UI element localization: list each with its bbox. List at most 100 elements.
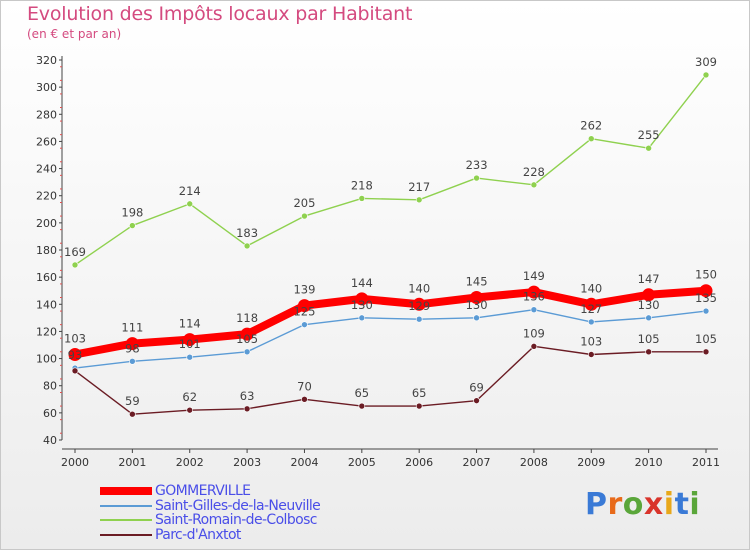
logo-letter: i (689, 487, 701, 522)
data-label: 69 (469, 381, 484, 395)
data-label: 136 (523, 290, 545, 304)
data-label: 105 (695, 332, 717, 346)
data-point (186, 200, 194, 208)
x-tick-label: 2003 (233, 456, 261, 469)
data-point (240, 327, 254, 341)
data-label: 65 (412, 386, 427, 400)
data-point (473, 174, 480, 182)
data-point (470, 291, 484, 304)
data-label: 129 (408, 299, 430, 313)
data-label: 105 (236, 332, 258, 346)
x-tick-label: 2006 (405, 456, 433, 469)
data-point (473, 397, 480, 404)
data-point (68, 348, 82, 361)
data-point (587, 135, 595, 143)
data-point (301, 212, 308, 220)
data-label: 105 (638, 332, 660, 346)
data-point (125, 337, 139, 351)
logo-letter: r (607, 487, 623, 522)
data-point (587, 318, 595, 326)
data-point (530, 343, 538, 350)
data-label: 98 (125, 341, 140, 355)
data-point (186, 353, 194, 361)
legend-label: Parc-d'Anxtot (155, 526, 241, 543)
data-label: 147 (638, 272, 660, 286)
data-label: 217 (408, 180, 430, 194)
x-tick-label: 2001 (118, 456, 146, 469)
y-tick-label: 140 (36, 298, 57, 311)
data-label: 125 (293, 305, 315, 319)
series-2 (71, 71, 710, 269)
data-label: 309 (695, 55, 717, 69)
data-point (301, 395, 308, 403)
legend-label: Saint-Gilles-de-la-Neuville (155, 497, 321, 514)
data-label: 130 (638, 298, 660, 312)
legend-swatch (100, 519, 152, 521)
data-point (699, 284, 713, 298)
legend-swatch (100, 487, 152, 495)
data-point (243, 405, 251, 413)
data-label: 198 (121, 206, 143, 220)
y-tick-label: 80 (43, 380, 57, 393)
x-tick-label: 2005 (348, 456, 376, 469)
x-tick-label: 2000 (61, 456, 89, 469)
data-label: 59 (125, 394, 140, 408)
data-point (530, 306, 538, 314)
series-line (74, 286, 707, 359)
data-point (645, 144, 652, 152)
data-point (358, 195, 366, 202)
series-line (74, 74, 707, 266)
x-tick-label: 2007 (463, 456, 491, 469)
data-point (71, 367, 79, 375)
x-tick-label: 2008 (520, 456, 548, 469)
data-label: 103 (64, 332, 86, 346)
data-point (645, 314, 652, 322)
data-label: 228 (523, 165, 545, 179)
y-tick-label: 260 (36, 135, 57, 148)
legend-swatch (100, 504, 152, 507)
data-label: 214 (179, 184, 201, 198)
data-label: 130 (351, 298, 373, 312)
logo-letter: o (622, 487, 644, 522)
chart-axes: 40 60 80 100 120 140 160 180 200 220 240 260 280 300 3… (36, 54, 720, 469)
data-point (129, 357, 136, 365)
y-tick-label: 300 (36, 81, 57, 94)
data-label: 145 (466, 275, 488, 289)
data-point (415, 315, 423, 323)
legend-label: GOMMERVILLE (155, 483, 251, 499)
x-tick-label: 2004 (290, 456, 318, 469)
data-label: 139 (293, 283, 315, 297)
data-point (183, 333, 197, 347)
y-tick-label: 200 (36, 217, 57, 230)
data-label: 65 (354, 386, 369, 400)
data-label: 109 (523, 326, 545, 340)
series-line (74, 309, 707, 369)
data-point (584, 297, 598, 311)
data-point (702, 348, 710, 356)
data-label: 114 (179, 317, 201, 331)
proxiti-logo: Proxiti (585, 487, 700, 522)
data-label: 140 (408, 281, 430, 295)
x-tick-label: 2011 (692, 456, 720, 469)
data-label: 255 (638, 128, 660, 142)
data-label: 62 (182, 390, 197, 404)
logo-letter: i (663, 487, 675, 522)
y-tick-label: 240 (36, 163, 57, 176)
data-label: 130 (466, 298, 488, 312)
y-tick-label: 40 (43, 434, 57, 447)
logo-letter: P (585, 487, 608, 522)
legend-label: Saint-Romain-de-Colbosc (155, 512, 318, 528)
data-label: 262 (580, 119, 602, 133)
y-tick-label: 100 (36, 353, 57, 366)
x-tick-label: 2009 (577, 456, 605, 469)
series-layer (68, 71, 713, 418)
chart-subtitle: (en € et par an) (27, 27, 122, 41)
data-point (358, 402, 366, 410)
legend-swatch (100, 533, 152, 536)
data-point (355, 292, 369, 306)
data-point (702, 71, 710, 79)
data-point (243, 242, 251, 250)
data-point (415, 196, 423, 204)
